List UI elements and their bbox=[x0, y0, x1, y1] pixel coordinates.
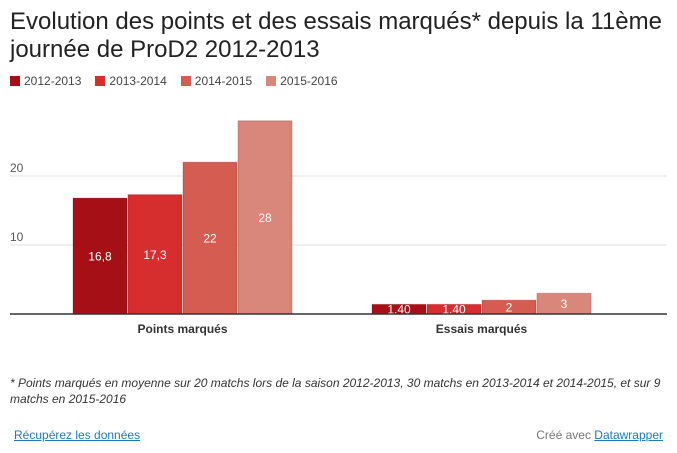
bar bbox=[72, 197, 128, 315]
bar-chart: 10 20 16,8 17,3 22 28 Points marqués 1,40 1,40 2 3… bbox=[10, 120, 667, 336]
download-data-link[interactable]: Récupérez les données bbox=[14, 428, 141, 442]
bar-value-label: 22 bbox=[203, 232, 217, 246]
bar-value-label: 1,40 bbox=[387, 303, 411, 317]
credit-prefix: Créé avec bbox=[536, 428, 591, 442]
legend: 2012-2013 2013-2014 2014-2015 2015-2016 bbox=[10, 74, 338, 88]
bar-value-label: 17,3 bbox=[143, 248, 167, 262]
bar-value-label: 1,40 bbox=[442, 303, 466, 317]
bar-value-label: 2 bbox=[506, 301, 513, 315]
datawrapper-link[interactable]: Datawrapper bbox=[594, 428, 663, 442]
credit: Créé avec Datawrapper bbox=[536, 428, 663, 442]
y-tick-label: 20 bbox=[10, 161, 24, 175]
legend-item-2014-2015: 2014-2015 bbox=[180, 74, 253, 88]
legend-label: 2015-2016 bbox=[280, 74, 338, 88]
x-category-label: Points marqués bbox=[137, 322, 227, 336]
bar-value-label: 3 bbox=[561, 297, 568, 311]
x-category-label: Essais marqués bbox=[436, 322, 528, 336]
legend-item-2012-2013: 2012-2013 bbox=[10, 74, 81, 88]
footnote: * Points marqués en moyenne sur 20 match… bbox=[10, 376, 661, 406]
y-tick-label: 10 bbox=[10, 230, 24, 244]
legend-item-2013-2014: 2013-2014 bbox=[95, 74, 167, 88]
chart-title: Evolution des points et des essais marqu… bbox=[10, 8, 662, 63]
bar-value-label: 16,8 bbox=[88, 250, 112, 264]
bar-value-label: 28 bbox=[258, 211, 272, 225]
legend-label: 2012-2013 bbox=[24, 74, 82, 88]
bar bbox=[127, 194, 183, 315]
legend-label: 2014-2015 bbox=[194, 74, 253, 88]
legend-swatch bbox=[180, 76, 191, 86]
legend-item-2015-2016: 2015-2016 bbox=[266, 74, 338, 88]
bar bbox=[237, 120, 293, 315]
legend-swatch bbox=[10, 76, 20, 86]
bar bbox=[182, 161, 238, 315]
legend-swatch bbox=[95, 76, 106, 86]
legend-swatch bbox=[266, 76, 277, 86]
legend-label: 2013-2014 bbox=[109, 74, 167, 88]
